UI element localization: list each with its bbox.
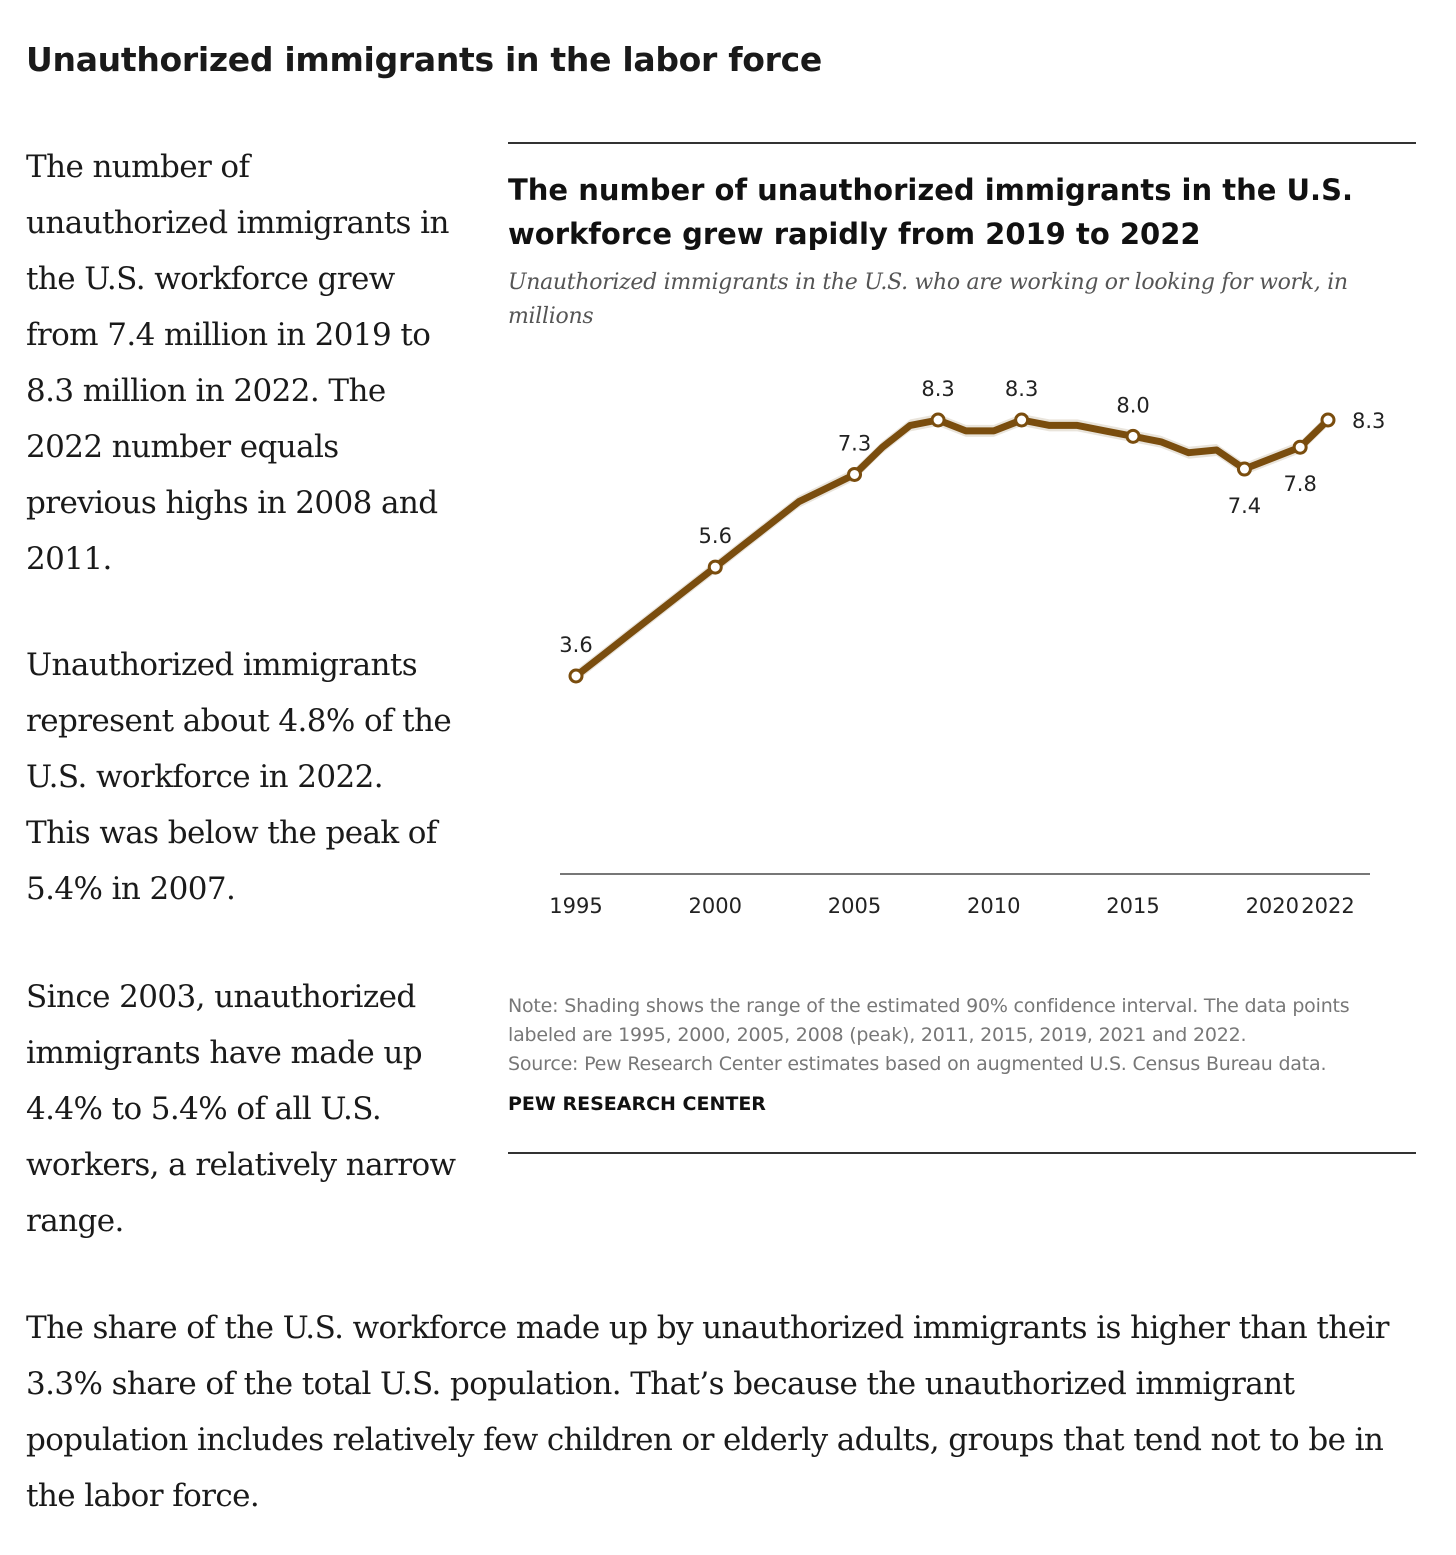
chart-top-rule (508, 142, 1416, 144)
source-text: Source: Pew Research Center estimates ba… (508, 1053, 1327, 1075)
data-label-2000: 5.6 (699, 524, 732, 548)
x-tick-label-2020: 2020 (1246, 894, 1299, 918)
data-point-2019 (1236, 461, 1252, 477)
paragraph-workforce-growth: The number of unauthorized immigrants in… (26, 149, 449, 577)
x-axis: 1995 2000 2005 2010 2015 2020 2022 (549, 873, 1370, 918)
chart-subtitle: Unauthorized immigrants in the U.S. who … (508, 270, 1348, 329)
data-label-2022: 8.3 (1352, 409, 1385, 433)
data-label-2015: 8.0 (1116, 393, 1149, 417)
data-point-2022 (1320, 412, 1336, 428)
data-point-2015 (1125, 428, 1141, 444)
series-line (572, 416, 1332, 680)
data-label-2008: 8.3 (921, 377, 954, 401)
chart-title: The number of unauthorized immigrants in… (508, 173, 1353, 251)
data-label-2019: 7.4 (1228, 494, 1261, 518)
x-tick-label-2015: 2015 (1106, 894, 1159, 918)
brand-name: PEW RESEARCH CENTER (508, 1093, 766, 1115)
paragraph-population-share: The share of the U.S. workforce made up … (26, 1310, 1389, 1514)
data-point-layer: 3.6 5.6 7.3 8.3 8.3 8.0 7.4 7.8 8.3 (559, 377, 1385, 684)
x-tick-label-1995: 1995 (549, 894, 602, 918)
data-label-2021: 7.8 (1283, 472, 1316, 496)
x-tick-label-2000: 2000 (689, 894, 742, 918)
chart-note: Note: Shading shows the range of the est… (508, 992, 1408, 1079)
chart-bottom-rule (508, 1152, 1416, 1154)
data-point-2011 (1014, 412, 1030, 428)
x-tick-label-2010: 2010 (967, 894, 1020, 918)
data-label-2011: 8.3 (1005, 377, 1038, 401)
confidence-band (576, 414, 1328, 682)
data-point-1995 (568, 668, 584, 684)
data-label-2005: 7.3 (838, 431, 871, 455)
x-tick-label-2022: 2022 (1301, 894, 1354, 918)
data-point-2005 (847, 466, 863, 482)
series-line-layer (572, 416, 1332, 680)
note-text: Note: Shading shows the range of the est… (508, 995, 1350, 1046)
confidence-band-layer (576, 414, 1328, 682)
data-point-2008 (930, 412, 946, 428)
paragraph-share-range: Since 2003, unauthorized immigrants have… (26, 979, 456, 1239)
x-tick-label-2005: 2005 (828, 894, 881, 918)
data-point-2000 (707, 559, 723, 575)
line-chart: 3.6 5.6 7.3 8.3 8.3 8.0 7.4 7.8 8.3 1995 2000 2005… (549, 377, 1385, 918)
data-label-1995: 3.6 (559, 633, 592, 657)
paragraph-workforce-share: Unauthorized immigrants represent about … (26, 647, 452, 907)
article-heading: Unauthorized immigrants in the labor for… (26, 40, 822, 79)
data-point-2021 (1292, 439, 1308, 455)
